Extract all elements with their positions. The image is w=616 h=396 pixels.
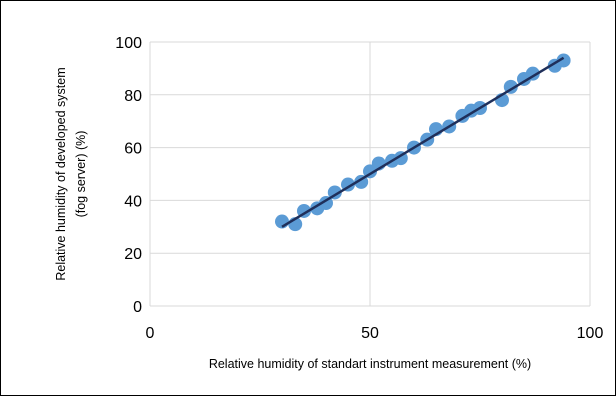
y-tick-label: 100 [115, 35, 142, 52]
y-tick-label: 60 [124, 141, 142, 158]
y-tick-label: 20 [124, 246, 142, 263]
x-axis-title: Relative humidity of standart instrument… [209, 357, 531, 371]
y-tick-label: 40 [124, 193, 142, 210]
y-axis-title-line2: (fog server) (%) [74, 131, 88, 218]
y-tick-labels: 0 20 40 60 80 100 [115, 35, 142, 316]
x-tick-label: 0 [146, 325, 155, 342]
y-axis-title-line1: Relative humidity of developed system [54, 67, 68, 280]
trendline-layer [281, 56, 565, 228]
y-tick-label: 80 [124, 88, 142, 105]
gridlines [149, 41, 591, 307]
data-point [556, 53, 571, 68]
x-tick-label: 50 [361, 325, 379, 342]
x-tick-labels: 0 50 100 [146, 325, 604, 342]
x-tick-label: 100 [577, 325, 604, 342]
y-tick-label: 0 [133, 299, 142, 316]
trendline [281, 56, 565, 228]
